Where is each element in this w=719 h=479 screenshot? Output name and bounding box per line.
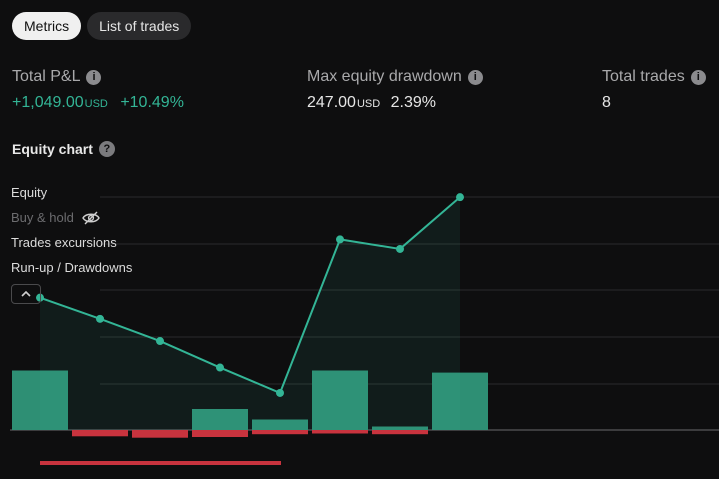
runup-bar	[312, 370, 368, 430]
runup-bar	[432, 372, 488, 430]
tab-list-of-trades[interactable]: List of trades	[87, 12, 192, 40]
tab-metrics[interactable]: Metrics	[12, 12, 82, 40]
legend-trades-excursions[interactable]: Trades excursions	[11, 230, 132, 255]
max-drawdown-value: 247.00	[307, 94, 356, 111]
max-drawdown-metric: Max equity drawdown i 247.00USD 2.39%	[307, 68, 483, 112]
max-drawdown-percent: 2.39%	[390, 94, 436, 111]
equity-point	[456, 193, 464, 202]
drawdown-bar	[132, 430, 188, 438]
legend-buy-hold[interactable]: Buy & hold	[11, 205, 132, 230]
legend-equity-label: Equity	[11, 185, 48, 200]
runup-bar	[12, 370, 68, 430]
equity-point	[336, 235, 344, 244]
legend-buy-hold-label: Buy & hold	[11, 210, 74, 225]
total-pnl-unit: USD	[84, 98, 108, 110]
total-pnl-percent: +10.49%	[120, 94, 184, 111]
max-drawdown-label: Max equity drawdown	[307, 68, 462, 85]
collapse-legend-button[interactable]	[11, 284, 41, 304]
equity-point	[216, 363, 224, 372]
drawdown-bar	[312, 430, 368, 434]
info-icon[interactable]: i	[86, 69, 102, 85]
drawdown-bar	[252, 430, 308, 435]
eye-off-icon[interactable]	[82, 211, 100, 225]
drawdown-bar	[192, 430, 248, 437]
info-icon[interactable]: i	[690, 69, 706, 85]
runup-bar	[192, 409, 248, 430]
total-pnl-metric: Total P&L i +1,049.00USD +10.49%	[12, 68, 184, 112]
info-icon[interactable]: i	[467, 69, 483, 85]
equity-point	[96, 314, 104, 323]
equity-area	[40, 197, 460, 430]
legend-trades-excursions-label: Trades excursions	[11, 235, 117, 250]
legend-runup-drawdowns-label: Run-up / Drawdowns	[11, 260, 133, 275]
drawdown-bar	[72, 430, 128, 437]
equity-chart-title-text: Equity chart	[12, 141, 93, 157]
total-trades-value: 8	[602, 94, 611, 111]
chart-legend: Equity Buy & hold Trades excursions Run-…	[11, 180, 132, 304]
total-pnl-value: +1,049.00	[12, 94, 84, 111]
legend-runup-drawdowns[interactable]: Run-up / Drawdowns	[11, 255, 132, 280]
runup-bar	[252, 419, 308, 430]
equity-line	[39, 196, 461, 395]
total-pnl-label: Total P&L	[12, 68, 81, 85]
runup-bar	[372, 426, 428, 430]
legend-equity[interactable]: Equity	[11, 180, 132, 205]
tab-bar: Metrics List of trades	[12, 12, 192, 40]
max-drawdown-range	[40, 461, 281, 465]
equity-point	[156, 337, 164, 346]
equity-point	[276, 388, 284, 397]
equity-chart-title: Equity chart ?	[12, 141, 115, 157]
max-drawdown-unit: USD	[356, 98, 381, 110]
drawdown-bar	[372, 430, 428, 435]
chevron-up-icon	[21, 291, 31, 297]
total-trades-metric: Total trades i 8	[602, 68, 706, 112]
equity-point	[396, 244, 404, 253]
total-trades-label: Total trades	[602, 68, 685, 85]
help-icon[interactable]: ?	[98, 141, 115, 157]
